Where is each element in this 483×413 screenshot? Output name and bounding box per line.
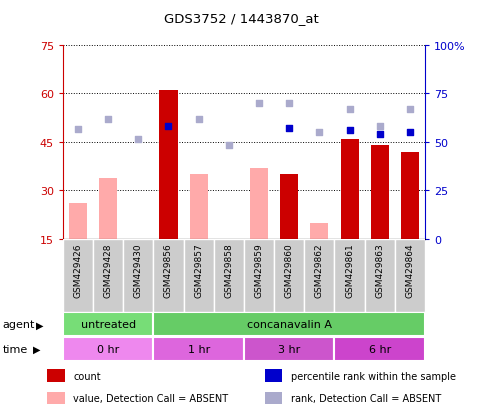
Point: [315, 130, 323, 136]
Bar: [274, 240, 304, 312]
Point: [376, 123, 384, 130]
Bar: [244, 240, 274, 312]
Text: GSM429856: GSM429856: [164, 243, 173, 298]
Bar: [63, 337, 154, 361]
Bar: [47, 392, 65, 404]
Bar: [123, 240, 154, 312]
Bar: [154, 337, 244, 361]
Point: [225, 142, 233, 149]
Text: GSM429862: GSM429862: [315, 243, 324, 298]
Text: GSM429857: GSM429857: [194, 243, 203, 298]
Point: [285, 126, 293, 132]
Bar: [265, 369, 282, 382]
Text: 3 hr: 3 hr: [278, 344, 300, 354]
Text: time: time: [2, 344, 28, 354]
Point: [104, 116, 112, 123]
Text: ▶: ▶: [36, 320, 44, 330]
Point: [406, 107, 414, 114]
Bar: [189, 175, 208, 240]
Bar: [401, 152, 419, 240]
Point: [195, 116, 202, 123]
Bar: [341, 139, 358, 240]
Bar: [244, 337, 334, 361]
Point: [134, 136, 142, 142]
Text: 0 hr: 0 hr: [97, 344, 119, 354]
Bar: [220, 240, 238, 243]
Text: GSM429858: GSM429858: [224, 243, 233, 298]
Bar: [265, 392, 282, 404]
Bar: [47, 369, 65, 382]
Bar: [395, 240, 425, 312]
Bar: [365, 240, 395, 312]
Point: [165, 123, 172, 130]
Text: GSM429864: GSM429864: [405, 243, 414, 298]
Bar: [63, 313, 154, 337]
Text: percentile rank within the sample: percentile rank within the sample: [291, 371, 456, 381]
Bar: [69, 204, 87, 240]
Bar: [334, 240, 365, 312]
Bar: [213, 240, 244, 312]
Bar: [154, 240, 184, 312]
Text: 6 hr: 6 hr: [369, 344, 391, 354]
Bar: [304, 240, 334, 312]
Text: ▶: ▶: [33, 344, 41, 354]
Text: 1 hr: 1 hr: [187, 344, 210, 354]
Text: GSM429861: GSM429861: [345, 243, 354, 298]
Point: [346, 128, 354, 134]
Bar: [93, 240, 123, 312]
Point: [285, 100, 293, 107]
Text: concanavalin A: concanavalin A: [247, 320, 332, 330]
Text: GSM429860: GSM429860: [284, 243, 294, 298]
Text: value, Detection Call = ABSENT: value, Detection Call = ABSENT: [73, 393, 228, 403]
Text: GSM429863: GSM429863: [375, 243, 384, 298]
Text: GSM429859: GSM429859: [255, 243, 264, 298]
Bar: [311, 223, 328, 240]
Text: GSM429428: GSM429428: [103, 243, 113, 297]
Bar: [154, 313, 425, 337]
Text: rank, Detection Call = ABSENT: rank, Detection Call = ABSENT: [291, 393, 441, 403]
Bar: [250, 169, 268, 240]
Point: [406, 130, 414, 136]
Bar: [371, 146, 389, 240]
Text: untreated: untreated: [81, 320, 136, 330]
Text: GDS3752 / 1443870_at: GDS3752 / 1443870_at: [164, 12, 319, 25]
Point: [255, 100, 263, 107]
Point: [74, 126, 82, 133]
Bar: [159, 91, 178, 240]
Bar: [99, 178, 117, 240]
Bar: [184, 240, 213, 312]
Bar: [334, 337, 425, 361]
Point: [376, 131, 384, 138]
Text: GSM429426: GSM429426: [73, 243, 83, 297]
Bar: [280, 175, 298, 240]
Text: agent: agent: [2, 320, 35, 330]
Point: [346, 107, 354, 114]
Bar: [63, 240, 93, 312]
Text: count: count: [73, 371, 101, 381]
Text: GSM429430: GSM429430: [134, 243, 143, 298]
